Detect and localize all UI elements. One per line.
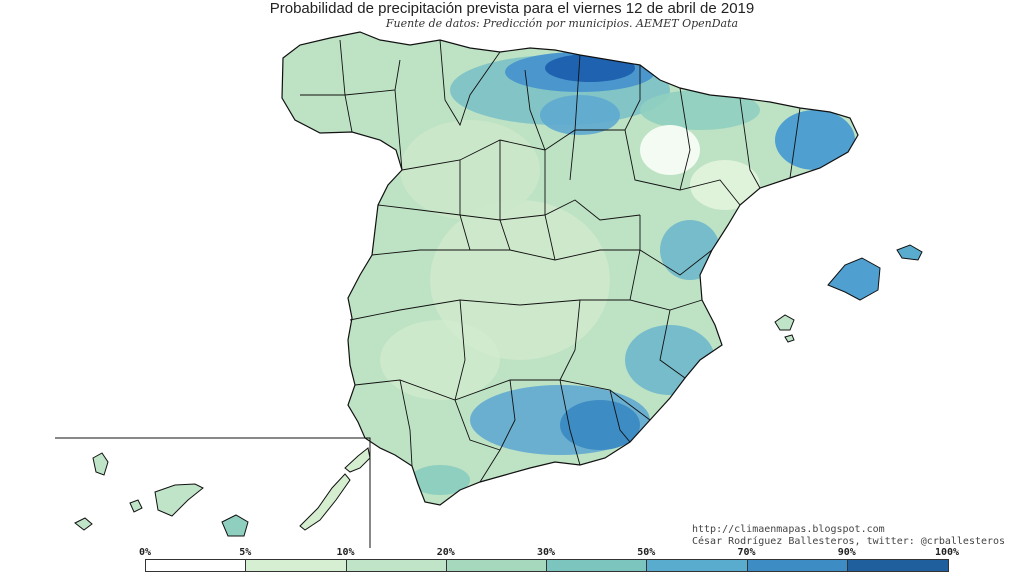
credits: http://climaenmapas.blogspot.com César R… <box>692 524 1005 548</box>
legend-tick-label: 20% <box>436 547 455 558</box>
legend-color-bin <box>146 560 247 571</box>
la-gomera <box>129 499 143 513</box>
zone-teruel-mid <box>660 220 720 280</box>
la-palma <box>92 452 109 476</box>
legend-tick-label: 90% <box>837 547 856 558</box>
legend-color-bin <box>547 560 648 571</box>
zone-almeria-high <box>560 400 640 450</box>
legend-color-bin <box>647 560 748 571</box>
zone-duero-low <box>400 120 540 220</box>
legend-tick-label: 5% <box>239 547 252 558</box>
zone-burgos-mid <box>540 95 620 135</box>
legend-color-bin <box>346 560 447 571</box>
legend-color-bin <box>246 560 347 571</box>
ibiza <box>774 314 795 331</box>
zone-meseta-low <box>430 200 610 360</box>
legend-tick-label: 30% <box>536 547 556 558</box>
legend-tick-label: 0% <box>138 547 152 558</box>
zone-basque-max <box>545 54 635 82</box>
legend-tick-label: 50% <box>637 547 656 558</box>
zone-catalonia-high <box>775 110 855 170</box>
zone-guadiana-low <box>380 320 500 400</box>
zone-ebro-low <box>690 160 760 210</box>
spain-coastline <box>281 31 859 506</box>
credits-url: http://climaenmapas.blogspot.com <box>692 524 885 535</box>
gran-canaria <box>221 514 249 537</box>
formentera <box>784 334 795 343</box>
map-title: Probabilidad de precipitación prevista p… <box>269 0 755 17</box>
legend-tick-label: 10% <box>336 547 355 558</box>
legend: 0% 5% 10% 20% 30% 50% 70% 90% 100% <box>0 547 1024 576</box>
menorca <box>896 244 923 261</box>
legend-tick-label: 100% <box>934 547 960 558</box>
legend-tick-label: 70% <box>737 547 756 558</box>
zone-murcia-mid <box>625 325 715 395</box>
legend-color-bin <box>446 560 547 571</box>
canary-inset-frame <box>55 437 371 548</box>
tenerife <box>154 483 204 517</box>
legend-color-bar <box>145 559 949 572</box>
province-borders <box>300 39 801 483</box>
zone-ebro-dry <box>640 125 700 175</box>
fuerteventura <box>299 473 351 531</box>
lanzarote <box>344 447 371 473</box>
el-hierro <box>74 517 93 531</box>
legend-color-bin <box>847 560 948 571</box>
mallorca <box>827 257 881 301</box>
zone-cadiz-mid <box>410 465 470 495</box>
map-subtitle: Fuente de datos: Predicción por municipi… <box>385 17 739 30</box>
credits-author: César Rodríguez Ballesteros, twitter: @c… <box>692 536 1006 547</box>
legend-color-bin <box>747 560 848 571</box>
zone-pyrenees-mid <box>640 90 760 130</box>
